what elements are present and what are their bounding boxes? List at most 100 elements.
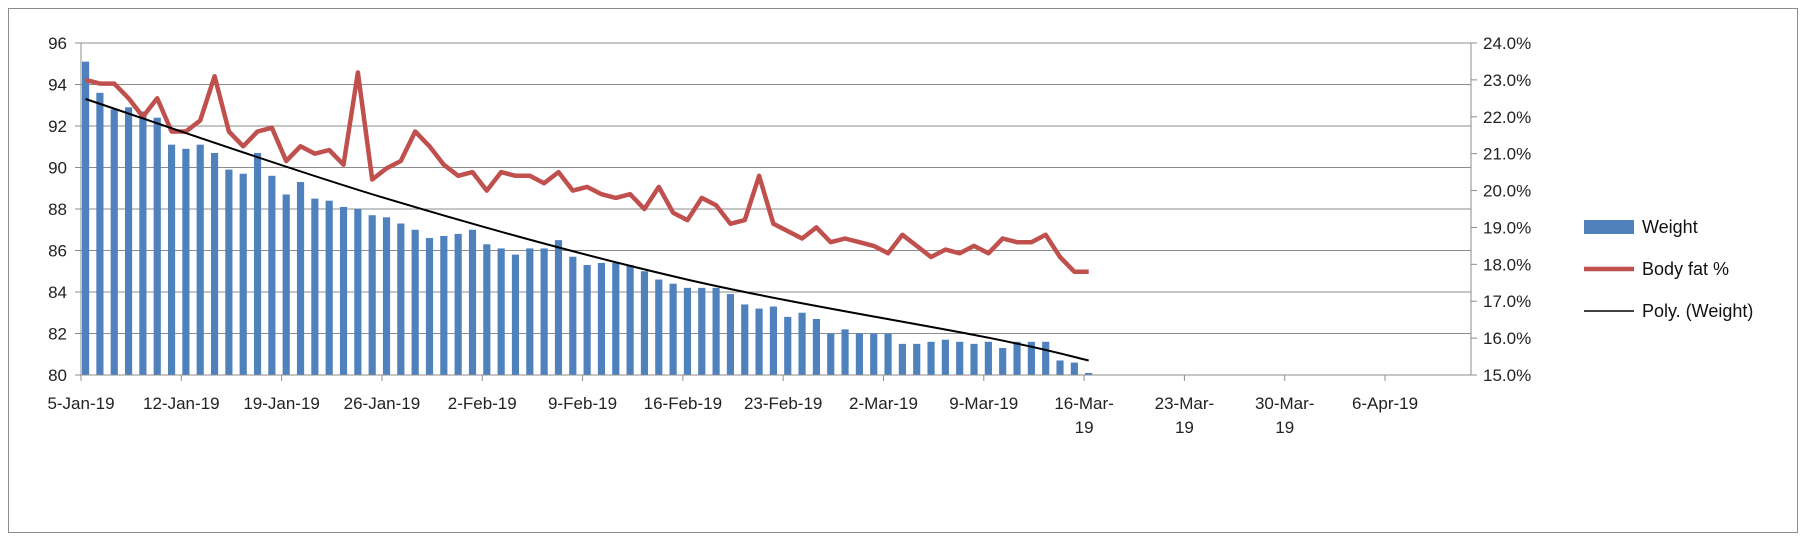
y-tick-label: 80: [48, 366, 67, 385]
weight-bar: [626, 265, 634, 375]
x-tick-label: 19-Jan-19: [243, 394, 320, 413]
weight-bar: [253, 152, 262, 375]
combo-chart: 80 82 84 86 88 90 92 94 96 15.0% 16.0% 17.0% 18.0% 19…: [47, 34, 1753, 437]
y2-tick-label: 22.0%: [1483, 108, 1531, 127]
y2-tick-label: 20.0%: [1483, 182, 1531, 201]
legend-label: Body fat %: [1642, 259, 1729, 279]
weight-bars: [82, 61, 1093, 376]
weight-bar: [225, 169, 233, 375]
y-tick-label: 96: [48, 34, 67, 53]
weight-bar: [726, 294, 735, 375]
y2-tick-label: 19.0%: [1483, 218, 1531, 237]
x-tick-label: 6-Apr-19: [1352, 394, 1418, 413]
weight-trendline: [85, 98, 1089, 362]
y2-tick-label: 16.0%: [1483, 329, 1531, 348]
weight-bar: [583, 265, 591, 375]
weight-bar: [210, 152, 219, 375]
y-tick-label: 82: [48, 325, 67, 344]
weight-bar: [497, 248, 505, 375]
weight-bar: [698, 287, 706, 375]
weight-bar: [468, 229, 477, 375]
y2-tick-label: 17.0%: [1483, 292, 1531, 311]
weight-bar: [124, 107, 133, 375]
legend-label: Weight: [1642, 217, 1698, 237]
weight-bar: [640, 271, 649, 375]
weight-bar: [855, 333, 863, 375]
weight-bar: [1042, 341, 1050, 375]
legend-swatch-weight: [1584, 220, 1634, 234]
legend-item: Body fat %: [1584, 259, 1729, 279]
legend-item: Weight: [1584, 217, 1698, 237]
weight-bar: [913, 343, 921, 375]
weight-bar: [454, 233, 462, 375]
weight-bar: [110, 109, 118, 376]
weight-bar: [296, 182, 305, 375]
weight-bar: [1056, 360, 1064, 375]
weight-bar: [167, 144, 176, 375]
weight-bar: [1070, 362, 1078, 375]
weight-bar: [784, 316, 792, 375]
weight-bar: [325, 200, 333, 375]
weight-bar: [382, 217, 391, 375]
axes: [75, 42, 1477, 381]
weight-bar: [884, 333, 892, 375]
x-tick-label: 16-Mar-19: [1054, 394, 1114, 437]
x-tick-label: 16-Feb-19: [644, 394, 722, 413]
weight-bar: [339, 206, 348, 375]
weight-bar: [1085, 372, 1093, 375]
legend: Weight Body fat % Poly. (Weight): [1584, 217, 1753, 321]
weight-bar: [669, 283, 677, 375]
weight-bar: [153, 117, 161, 375]
y-tick-label: 90: [48, 159, 67, 178]
weight-bar: [1027, 341, 1035, 375]
x-tick-label: 9-Mar-19: [949, 394, 1018, 413]
weight-bar: [268, 175, 276, 375]
weight-bar: [554, 240, 563, 375]
weight-bar: [196, 144, 204, 375]
x-tick-label: 12-Jan-19: [143, 394, 220, 413]
weight-bar: [483, 244, 491, 375]
y2-tick-label: 15.0%: [1483, 366, 1531, 385]
weight-bar: [511, 254, 520, 375]
weight-bar: [755, 308, 763, 375]
weight-bar: [96, 92, 104, 376]
legend-item: Poly. (Weight): [1584, 301, 1753, 321]
weight-bar: [311, 198, 319, 375]
weight-bar: [597, 262, 606, 375]
weight-bar: [812, 318, 820, 375]
weight-bar: [798, 312, 806, 375]
weight-bar: [526, 248, 534, 375]
weight-bar: [397, 223, 405, 375]
y2-tick-label: 21.0%: [1483, 145, 1531, 164]
x-tick-label: 9-Feb-19: [548, 394, 617, 413]
y2-tick-label: 18.0%: [1483, 255, 1531, 274]
weight-bar: [655, 279, 663, 375]
weight-bar: [712, 287, 720, 375]
weight-bar: [282, 194, 290, 375]
series-lines: [85, 70, 1089, 362]
weight-bar: [569, 256, 577, 375]
weight-bar: [1013, 341, 1021, 375]
x-tick-label: 2-Feb-19: [448, 394, 517, 413]
weight-bar: [139, 111, 147, 375]
weight-bar: [440, 235, 448, 375]
legend-label: Poly. (Weight): [1642, 301, 1753, 321]
body-fat-line: [85, 70, 1089, 274]
weight-bar: [927, 341, 935, 375]
x-tick-label: 30-Mar-19: [1255, 394, 1315, 437]
y-tick-label: 94: [48, 76, 67, 95]
weight-bar: [182, 148, 190, 375]
weight-bar: [425, 238, 434, 375]
x-tick-label: 5-Jan-19: [47, 394, 114, 413]
y-tick-label: 84: [48, 283, 67, 302]
weight-bar: [741, 304, 749, 375]
weight-bar: [898, 343, 906, 375]
weight-bar: [956, 341, 964, 375]
y-tick-label: 88: [48, 200, 67, 219]
x-tick-label: 2-Mar-19: [849, 394, 918, 413]
weight-bar: [683, 287, 692, 375]
weight-bar: [82, 61, 90, 376]
weight-bar: [411, 229, 419, 375]
weight-bar: [368, 215, 376, 375]
weight-bar: [612, 262, 620, 375]
